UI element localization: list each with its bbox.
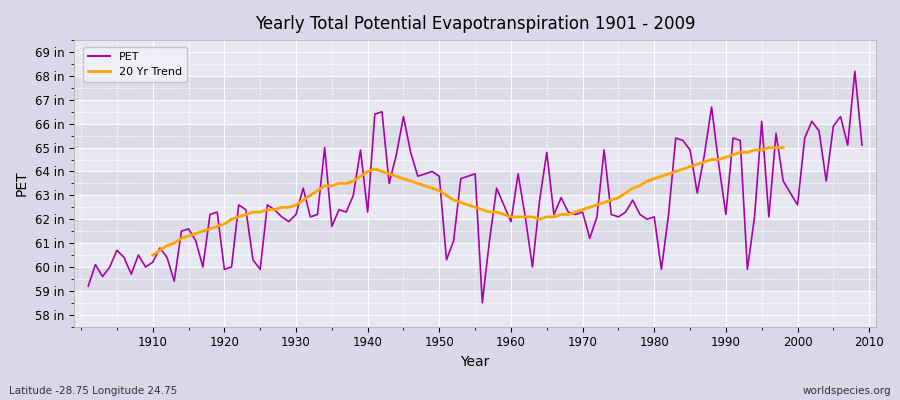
Legend: PET, 20 Yr Trend: PET, 20 Yr Trend <box>84 47 186 82</box>
Bar <box>74 291 877 315</box>
Bar <box>74 219 877 243</box>
Bar <box>74 100 877 124</box>
Bar <box>74 52 877 76</box>
Bar <box>74 243 877 267</box>
Bar <box>74 172 877 195</box>
X-axis label: Year: Year <box>461 355 490 369</box>
Bar <box>74 195 877 219</box>
Bar <box>74 76 877 100</box>
Bar <box>74 148 877 172</box>
Text: worldspecies.org: worldspecies.org <box>803 386 891 396</box>
Y-axis label: PET: PET <box>15 171 29 196</box>
Bar <box>74 267 877 291</box>
Title: Yearly Total Potential Evapotranspiration 1901 - 2009: Yearly Total Potential Evapotranspiratio… <box>255 15 696 33</box>
Text: Latitude -28.75 Longitude 24.75: Latitude -28.75 Longitude 24.75 <box>9 386 177 396</box>
Bar <box>74 124 877 148</box>
